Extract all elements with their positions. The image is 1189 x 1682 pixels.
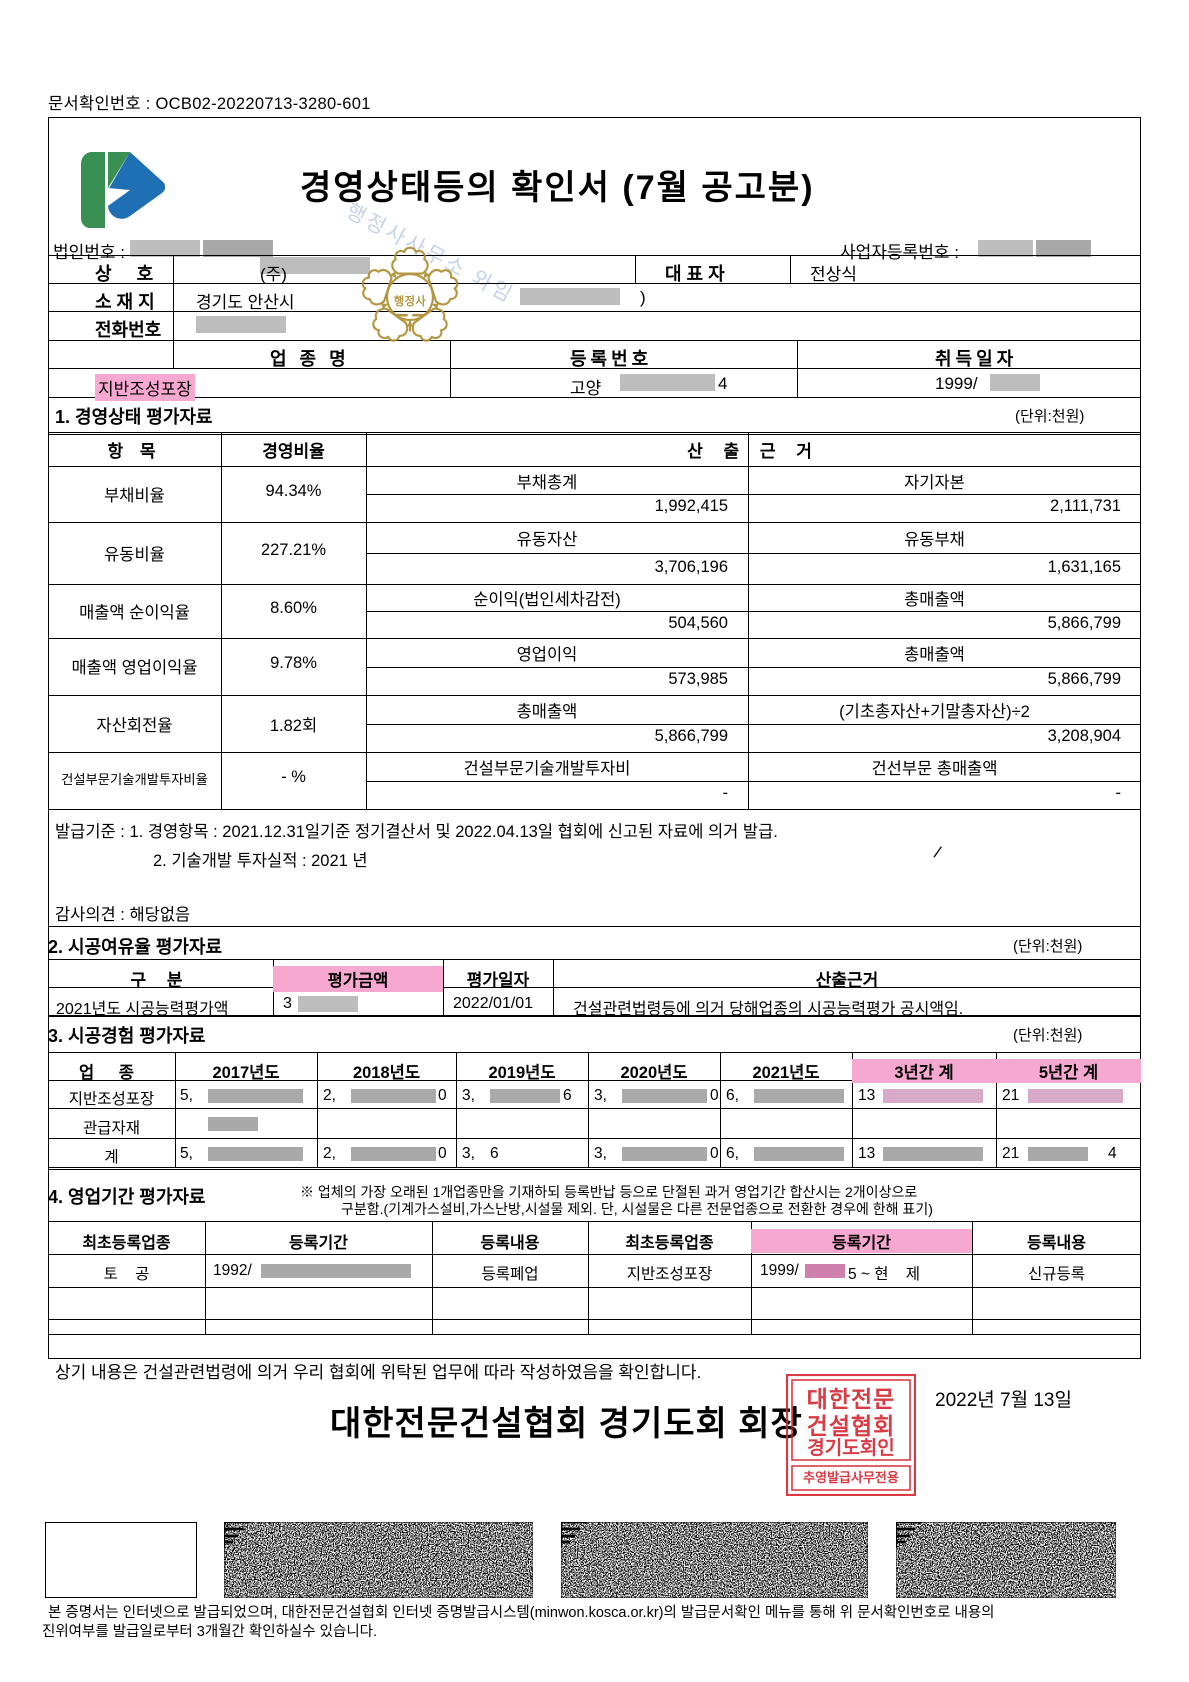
- svg-text:경기도회인: 경기도회인: [807, 1437, 894, 1459]
- svg-text:대한전문: 대한전문: [807, 1386, 896, 1412]
- svg-text:추영발급사무전용: 추영발급사무전용: [803, 1470, 899, 1485]
- svg-text:행정사: 행정사: [394, 294, 427, 308]
- svg-text:건설협회: 건설협회: [807, 1413, 896, 1439]
